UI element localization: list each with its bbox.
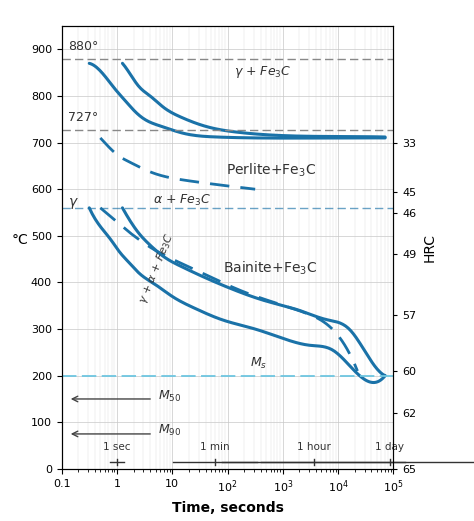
- Text: Bainite+Fe$_3$C: Bainite+Fe$_3$C: [223, 260, 318, 277]
- Text: 1 hour: 1 hour: [297, 442, 330, 452]
- Text: $M_{90}$: $M_{90}$: [158, 423, 181, 438]
- X-axis label: Time, seconds: Time, seconds: [172, 501, 283, 515]
- Text: $\gamma$: $\gamma$: [68, 196, 79, 210]
- Text: 880°: 880°: [68, 40, 98, 53]
- Text: 1 sec: 1 sec: [103, 442, 131, 452]
- Text: 1 day: 1 day: [375, 442, 404, 452]
- Y-axis label: HRC: HRC: [422, 233, 436, 262]
- Text: $\gamma$ + Fe$_3$C: $\gamma$ + Fe$_3$C: [234, 64, 291, 80]
- Text: $\gamma$ + $\alpha$ + Fe$_3$C: $\gamma$ + $\alpha$ + Fe$_3$C: [136, 231, 177, 306]
- Text: $M_s$: $M_s$: [249, 356, 267, 371]
- Y-axis label: °C: °C: [11, 233, 28, 247]
- Text: $\alpha$ + Fe$_3$C: $\alpha$ + Fe$_3$C: [153, 193, 211, 208]
- Text: Perlite+Fe$_3$C: Perlite+Fe$_3$C: [226, 162, 316, 179]
- Text: $M_{50}$: $M_{50}$: [158, 389, 181, 404]
- Text: 727°: 727°: [68, 111, 98, 125]
- Text: 1 min: 1 min: [201, 442, 230, 452]
